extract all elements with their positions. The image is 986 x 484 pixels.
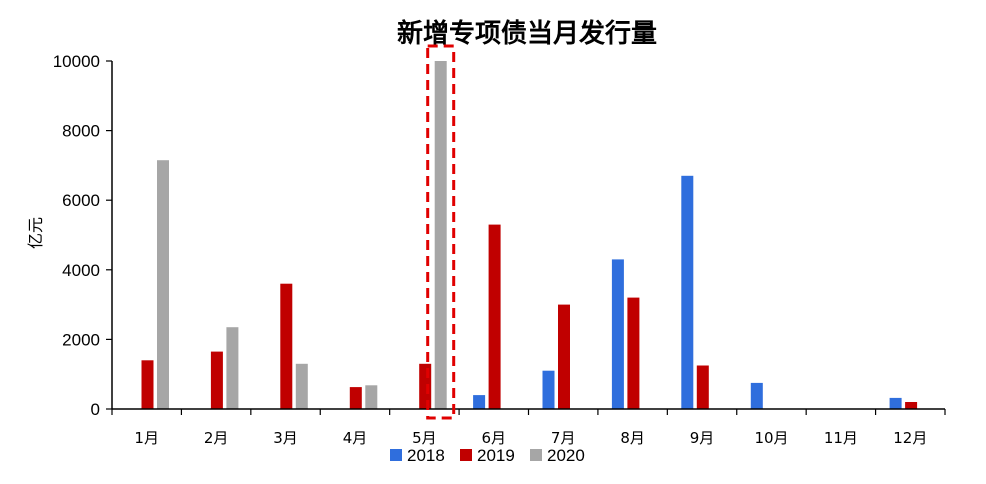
x-tick-label: 6月 — [482, 429, 507, 447]
bar-2019-1 — [141, 360, 154, 409]
bar-2020-1 — [157, 160, 169, 409]
x-tick-label: 10月 — [754, 429, 788, 447]
x-tick-label: 12月 — [893, 429, 927, 447]
x-tick-label: 1月 — [134, 429, 159, 447]
bar-2018-7 — [542, 370, 555, 409]
bar-2019-2 — [210, 351, 223, 409]
legend-label-2020: 2020 — [547, 446, 585, 465]
bar-2019-9 — [696, 365, 709, 409]
legend-item-2019: 2019 — [460, 446, 515, 465]
x-tick-label: 7月 — [551, 429, 576, 447]
legend-label-2018: 2018 — [407, 446, 445, 465]
bar-2019-8 — [627, 297, 640, 409]
bar-2020-3 — [295, 363, 308, 409]
bar-2019-5 — [419, 363, 432, 409]
bar-2020-5 — [434, 61, 447, 409]
legend-swatch-2018 — [390, 449, 402, 461]
x-tick-label: 5月 — [412, 429, 437, 447]
bar-2020-2 — [226, 327, 239, 409]
bar-2019-4 — [349, 387, 362, 409]
bar-2019-6 — [488, 224, 501, 409]
legend-label-2019: 2019 — [477, 446, 515, 465]
legend-swatch-2019 — [460, 449, 472, 461]
bar-2020-4 — [365, 385, 378, 409]
bar-2018-9 — [681, 175, 694, 409]
bar-2019-3 — [280, 283, 293, 409]
x-tick-label: 9月 — [690, 429, 715, 447]
bar-2019-7 — [558, 304, 570, 409]
x-tick-label: 8月 — [620, 429, 645, 447]
axes-group: 0 2000 4000 6000 8000 10000 1月 2月 3月 4月 5月 6月 7月 8月 9月… — [53, 52, 946, 447]
y-tick-label: 10000 — [53, 52, 100, 71]
bars-group — [141, 61, 918, 409]
y-tick-label: 6000 — [62, 191, 100, 210]
y-tick-label: 4000 — [62, 261, 100, 280]
bar-2018-12 — [889, 397, 902, 409]
y-tick-label: 2000 — [62, 330, 100, 349]
highlight-box — [426, 44, 456, 420]
legend: 2018 2019 2020 — [390, 446, 585, 465]
chart-title: 新增专项债当月发行量 — [397, 18, 657, 49]
bar-2018-10 — [750, 382, 763, 409]
legend-swatch-2020 — [530, 449, 542, 461]
legend-item-2018: 2018 — [390, 446, 445, 465]
bar-2018-8 — [611, 259, 624, 409]
y-axis-label: 亿元 — [26, 217, 45, 249]
bar-2019-12 — [905, 402, 918, 409]
x-tick-label: 2月 — [204, 429, 229, 447]
legend-item-2020: 2020 — [530, 446, 585, 465]
y-tick-label: 0 — [91, 400, 100, 419]
bar-2018-6 — [473, 395, 486, 409]
highlight-group — [426, 44, 456, 420]
x-tick-label: 11月 — [824, 429, 858, 447]
x-tick-label: 4月 — [343, 429, 368, 447]
y-tick-label: 8000 — [62, 122, 100, 141]
x-tick-label: 3月 — [273, 429, 298, 447]
